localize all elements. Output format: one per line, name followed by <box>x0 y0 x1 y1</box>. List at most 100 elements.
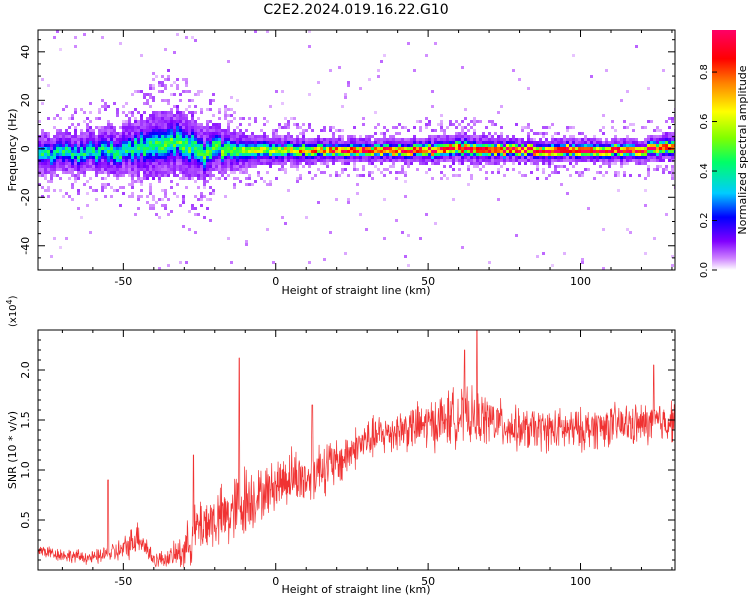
heatmap-cell <box>152 150 155 153</box>
heatmap-cell <box>428 138 431 141</box>
heatmap-cell <box>77 159 80 162</box>
heatmap-cell <box>185 108 188 111</box>
heatmap-cell <box>206 165 209 168</box>
heatmap-cell <box>434 138 437 141</box>
heatmap-cell <box>419 138 422 141</box>
heatmap-cell <box>599 138 602 141</box>
heatmap-cell <box>464 144 467 147</box>
heatmap-cell <box>581 159 584 162</box>
heatmap-cell <box>161 132 164 135</box>
heatmap-cell <box>158 132 161 135</box>
heatmap-cell <box>308 162 311 165</box>
heatmap-cell <box>383 159 386 162</box>
heatmap-cell <box>596 150 599 153</box>
heatmap-cell <box>179 135 182 138</box>
heatmap-cell <box>413 138 416 141</box>
heatmap-cell <box>596 138 599 141</box>
heatmap-cell <box>542 132 545 135</box>
heatmap-cell <box>617 189 620 192</box>
heatmap-cell <box>131 126 134 129</box>
heatmap-cell <box>80 156 83 159</box>
heatmap-cell <box>203 156 206 159</box>
heatmap-cell <box>503 159 506 162</box>
heatmap-cell <box>179 159 182 162</box>
heatmap-cell <box>233 147 236 150</box>
heatmap-cell <box>188 165 191 168</box>
heatmap-cell <box>161 150 164 153</box>
heatmap-cell <box>242 150 245 153</box>
heatmap-cell <box>161 75 164 78</box>
heatmap-cell <box>329 144 332 147</box>
heatmap-cell <box>359 153 362 156</box>
heatmap-cell <box>125 120 128 123</box>
heatmap-cell <box>236 99 239 102</box>
heatmap-cell <box>173 120 176 123</box>
heatmap-cell <box>317 159 320 162</box>
heatmap-cell <box>473 144 476 147</box>
heatmap-cell <box>383 132 386 135</box>
heatmap-cell <box>158 159 161 162</box>
heatmap-cell <box>98 108 101 111</box>
heatmap-cell <box>212 156 215 159</box>
heatmap-cell <box>134 168 137 171</box>
heatmap-cell <box>641 159 644 162</box>
heatmap-cell <box>164 156 167 159</box>
heatmap-cell <box>62 144 65 147</box>
heatmap-cell <box>437 153 440 156</box>
heatmap-cell <box>152 174 155 177</box>
heatmap-cell <box>440 126 443 129</box>
heatmap-cell <box>398 138 401 141</box>
heatmap-cell <box>101 147 104 150</box>
heatmap-cell <box>260 156 263 159</box>
heatmap-cell <box>596 141 599 144</box>
heatmap-cell <box>380 132 383 135</box>
heatmap-cell <box>371 144 374 147</box>
heatmap-cell <box>89 141 92 144</box>
heatmap-cell <box>227 129 230 132</box>
heatmap-cell <box>245 156 248 159</box>
heatmap-cell <box>578 156 581 159</box>
heatmap-cell <box>278 150 281 153</box>
heatmap-cell <box>161 189 164 192</box>
heatmap-cell <box>407 165 410 168</box>
heatmap-cell <box>599 156 602 159</box>
heatmap-cell <box>575 147 578 150</box>
heatmap-cell <box>200 192 203 195</box>
heatmap-cell <box>320 171 323 174</box>
heatmap-ylabel: Frequency (Hz) <box>6 109 19 192</box>
heatmap-cell <box>221 135 224 138</box>
heatmap-cell <box>632 159 635 162</box>
heatmap-cell <box>83 159 86 162</box>
heatmap-cell <box>236 177 239 180</box>
heatmap-cell <box>155 111 158 114</box>
heatmap-cell <box>251 135 254 138</box>
heatmap-cell <box>662 147 665 150</box>
heatmap-cell <box>473 123 476 126</box>
heatmap-cell <box>149 159 152 162</box>
heatmap-cell <box>203 168 206 171</box>
heatmap-cell <box>422 156 425 159</box>
heatmap-cell <box>383 150 386 153</box>
snr-x-tick-label: -50 <box>114 575 132 588</box>
heatmap-cell <box>452 168 455 171</box>
heatmap-cell <box>635 45 638 48</box>
heatmap-cell <box>431 90 434 93</box>
heatmap-cell <box>200 153 203 156</box>
heatmap-cell <box>413 153 416 156</box>
heatmap-cell <box>143 138 146 141</box>
heatmap-cell <box>50 162 53 165</box>
heatmap-cell <box>200 177 203 180</box>
heatmap-cell <box>230 120 233 123</box>
heatmap-cell <box>212 144 215 147</box>
heatmap-cell <box>662 150 665 153</box>
heatmap-cell <box>620 159 623 162</box>
heatmap-cell <box>41 168 44 171</box>
heatmap-cell <box>164 165 167 168</box>
heatmap-cell <box>605 150 608 153</box>
heatmap-cell <box>428 156 431 159</box>
heatmap-cell <box>458 150 461 153</box>
heatmap-cell <box>140 180 143 183</box>
heatmap-cell <box>506 141 509 144</box>
heatmap-cell <box>182 171 185 174</box>
heatmap-cell <box>131 138 134 141</box>
